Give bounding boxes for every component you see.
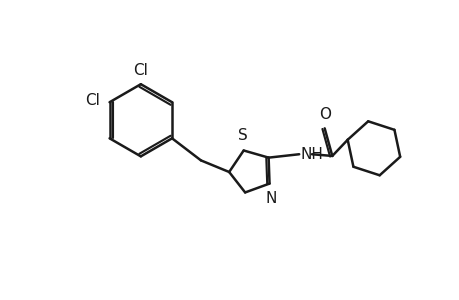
Text: O: O	[318, 106, 330, 122]
Text: N: N	[265, 191, 276, 206]
Text: Cl: Cl	[133, 63, 148, 78]
Text: Cl: Cl	[85, 93, 100, 108]
Text: S: S	[237, 128, 247, 143]
Text: NH: NH	[300, 147, 323, 162]
